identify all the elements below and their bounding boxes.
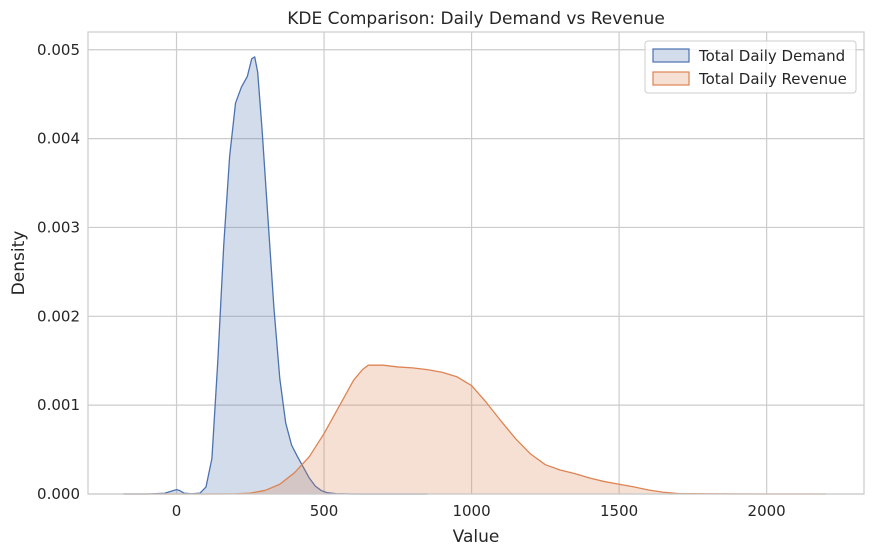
- y-tick-label: 0.004: [37, 130, 80, 148]
- y-tick-label: 0.001: [37, 396, 80, 414]
- chart-title: KDE Comparison: Daily Demand vs Revenue: [287, 9, 665, 29]
- legend-label-demand: Total Daily Demand: [698, 47, 845, 65]
- legend: Total Daily Demand Total Daily Revenue: [644, 40, 857, 94]
- kde-area-demand: [123, 56, 428, 494]
- legend-swatch-revenue: [652, 71, 690, 86]
- y-tick-label: 0.002: [37, 307, 80, 325]
- x-tick-label: 2000: [748, 502, 786, 520]
- y-tick-label: 0.003: [37, 218, 80, 236]
- legend-swatch-demand: [652, 48, 690, 63]
- y-tick-label: 0.000: [37, 485, 80, 503]
- legend-box: [644, 40, 857, 94]
- y-tick-label: 0.005: [37, 41, 80, 59]
- tick-labels: 0 500 1000 1500 2000 0.000 0.001 0.002 0.003 0.00…: [37, 41, 786, 520]
- x-tick-label: 0: [172, 502, 182, 520]
- plot-frame: [87, 31, 865, 495]
- kde-line-revenue: [123, 364, 826, 495]
- legend-label-revenue: Total Daily Revenue: [698, 70, 847, 88]
- kde-line-demand: [123, 56, 428, 495]
- x-tick-label: 500: [310, 502, 339, 520]
- x-tick-label: 1000: [452, 502, 490, 520]
- x-tick-label: 1500: [600, 502, 638, 520]
- y-axis-label: Density: [9, 231, 29, 296]
- kde-area-revenue: [123, 365, 826, 494]
- series-layer: [123, 56, 826, 495]
- x-axis-label: Value: [453, 527, 500, 547]
